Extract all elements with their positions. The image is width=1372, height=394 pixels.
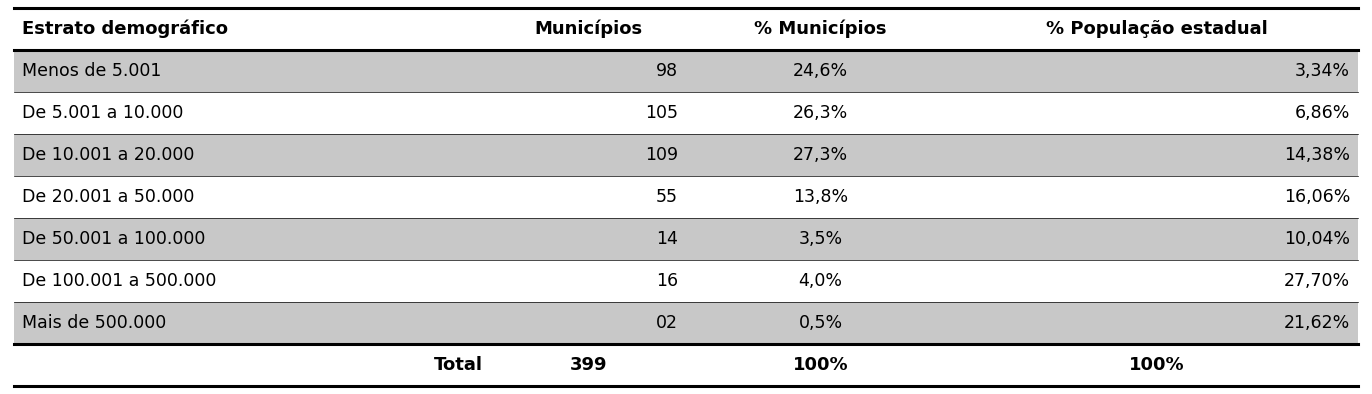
Text: 4,0%: 4,0% — [799, 272, 842, 290]
Text: 16,06%: 16,06% — [1284, 188, 1350, 206]
Text: 14,38%: 14,38% — [1284, 146, 1350, 164]
Text: 14: 14 — [656, 230, 678, 248]
Text: De 100.001 a 500.000: De 100.001 a 500.000 — [22, 272, 217, 290]
Text: De 50.001 a 100.000: De 50.001 a 100.000 — [22, 230, 206, 248]
Text: % População estadual: % População estadual — [1045, 20, 1268, 38]
Text: 105: 105 — [645, 104, 678, 122]
Text: De 20.001 a 50.000: De 20.001 a 50.000 — [22, 188, 195, 206]
Text: 27,3%: 27,3% — [793, 146, 848, 164]
Text: 6,86%: 6,86% — [1295, 104, 1350, 122]
Text: 13,8%: 13,8% — [793, 188, 848, 206]
Text: 399: 399 — [569, 356, 608, 374]
Text: 100%: 100% — [793, 356, 848, 374]
Text: 0,5%: 0,5% — [799, 314, 842, 332]
Text: Mais de 500.000: Mais de 500.000 — [22, 314, 166, 332]
Text: 109: 109 — [645, 146, 678, 164]
Text: 55: 55 — [656, 188, 678, 206]
Text: 16: 16 — [656, 272, 678, 290]
Text: 26,3%: 26,3% — [793, 104, 848, 122]
Text: % Municípios: % Municípios — [755, 20, 886, 38]
Text: 98: 98 — [656, 62, 678, 80]
Text: Estrato demográfico: Estrato demográfico — [22, 20, 228, 38]
Text: De 10.001 a 20.000: De 10.001 a 20.000 — [22, 146, 195, 164]
Text: 3,5%: 3,5% — [799, 230, 842, 248]
Text: 02: 02 — [656, 314, 678, 332]
Text: Municípios: Municípios — [535, 20, 642, 38]
Text: 3,34%: 3,34% — [1295, 62, 1350, 80]
Text: 24,6%: 24,6% — [793, 62, 848, 80]
Text: Total: Total — [434, 356, 483, 374]
Text: Menos de 5.001: Menos de 5.001 — [22, 62, 162, 80]
Text: 21,62%: 21,62% — [1284, 314, 1350, 332]
Text: 27,70%: 27,70% — [1284, 272, 1350, 290]
Text: 10,04%: 10,04% — [1284, 230, 1350, 248]
Text: De 5.001 a 10.000: De 5.001 a 10.000 — [22, 104, 184, 122]
Text: 100%: 100% — [1129, 356, 1184, 374]
